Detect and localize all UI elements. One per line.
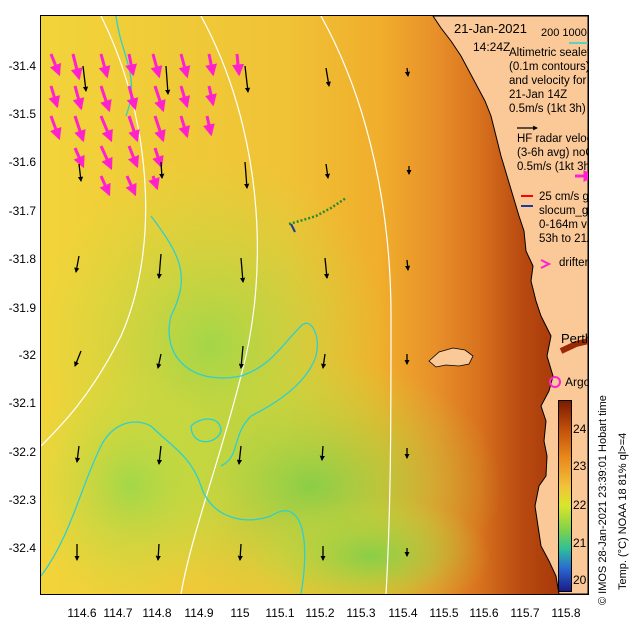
x-tick-label: 115 <box>230 606 250 620</box>
legend-hf-radar: HF radar velocity (3-6h avg) noQC 0.5m/s… <box>517 133 589 173</box>
colorbar-tick: 22 <box>573 498 587 512</box>
x-tick-label: 114.8 <box>142 606 172 620</box>
credit-text: © IMOS 28-Jan-2021 23:39:01 Hobart time <box>597 395 609 605</box>
colorbar-tick: 24 <box>573 422 587 436</box>
place-label-perth: Perth <box>561 331 589 346</box>
legend-altimetric: Altimetric sealevel (0.1m contours) and … <box>509 47 589 115</box>
x-tick-label: 114.9 <box>184 606 214 620</box>
depth-contour-shelf <box>320 16 392 594</box>
x-tick-label: 114.6 <box>67 606 97 620</box>
argo-label: Argo 0 <box>565 375 589 389</box>
colorbar-tick: 21 <box>573 536 587 550</box>
depth-contour-200m <box>180 16 258 594</box>
x-tick-label: 115.3 <box>346 606 376 620</box>
legend-glider: 25 cm/s glide slocum_glide 0m 0-164m vel… <box>539 191 589 245</box>
map-time: 14:24Z <box>473 40 511 54</box>
legend-drifter: drifter <box>559 257 589 269</box>
depth-contour-label: 200 1000m <box>541 27 588 39</box>
argo-marker <box>549 376 561 388</box>
y-tick-label: -31.7 <box>8 204 36 218</box>
sst-map[interactable]: 21-Jan-2021 200 1000m 14:24Z Altimetric … <box>40 15 589 595</box>
colorbar-tick: 20 <box>573 573 587 587</box>
glider-track <box>288 196 347 226</box>
y-tick-label: -32.3 <box>8 493 36 507</box>
y-tick-label: -31.4 <box>8 59 36 73</box>
y-tick-label: -32.1 <box>8 396 36 410</box>
x-tick-label: 115.2 <box>305 606 335 620</box>
colorbar-tick: 23 <box>573 459 587 473</box>
altimetry-velocity-arrows <box>74 65 412 562</box>
colorbar-title: Temp. (°C) NOAA 18 81% ql>=4 <box>617 432 629 590</box>
y-tick-label: -32 <box>18 348 36 362</box>
x-tick-label: 115.6 <box>469 606 499 620</box>
hf-radar-arrows <box>48 53 245 197</box>
x-tick-label: 115.5 <box>429 606 459 620</box>
map-date: 21-Jan-2021 <box>454 21 527 36</box>
rottnest-island <box>428 347 474 368</box>
sst-map-canvas <box>41 16 588 594</box>
y-tick-label: -32.4 <box>8 541 36 555</box>
y-tick-label: -31.9 <box>8 301 36 315</box>
land <box>432 16 588 594</box>
y-tick-label: -31.8 <box>8 252 36 266</box>
x-tick-label: 115.8 <box>551 606 581 620</box>
x-tick-label: 115.4 <box>388 606 418 620</box>
x-tick-label: 115.7 <box>510 606 540 620</box>
x-tick-label: 114.7 <box>103 606 133 620</box>
x-tick-label: 115.1 <box>265 606 295 620</box>
temperature-colorbar <box>558 400 572 592</box>
y-tick-label: -31.6 <box>8 155 36 169</box>
y-tick-label: -31.5 <box>8 107 36 121</box>
y-tick-label: -32.2 <box>8 445 36 459</box>
